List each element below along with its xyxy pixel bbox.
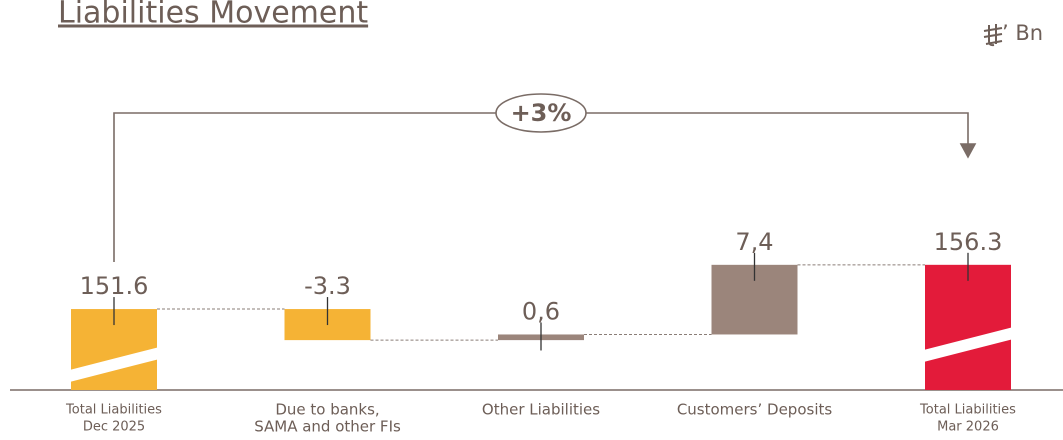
x-tick-label: Mar 2026 xyxy=(937,420,999,435)
value-label: 151.6 xyxy=(80,272,149,300)
chart-title: Liabilities Movement xyxy=(58,0,368,31)
growth-annotation: +3% xyxy=(511,99,572,127)
x-tick-label: Dec 2025 xyxy=(83,420,145,435)
bar xyxy=(925,264,1011,390)
value-label: 0,6 xyxy=(522,297,560,325)
axis-break xyxy=(71,347,157,382)
x-tick-label: Due to banks, xyxy=(275,401,379,419)
x-tick-label: Total Liabilities xyxy=(919,403,1016,418)
x-tick-label: Customers’ Deposits xyxy=(677,401,833,419)
axis-break xyxy=(925,327,1011,362)
x-tick-label: SAMA and other FIs xyxy=(254,418,401,436)
x-tick-label: Other Liabilities xyxy=(482,401,600,419)
growth-bracket xyxy=(113,93,977,262)
value-label: 7,4 xyxy=(735,228,773,256)
currency-symbol xyxy=(983,24,1003,47)
value-label: 156.3 xyxy=(934,228,1003,256)
value-label: -3.3 xyxy=(304,272,351,300)
unit-label: ’ Bn xyxy=(1002,21,1043,45)
x-tick-label: Total Liabilities xyxy=(65,403,162,418)
